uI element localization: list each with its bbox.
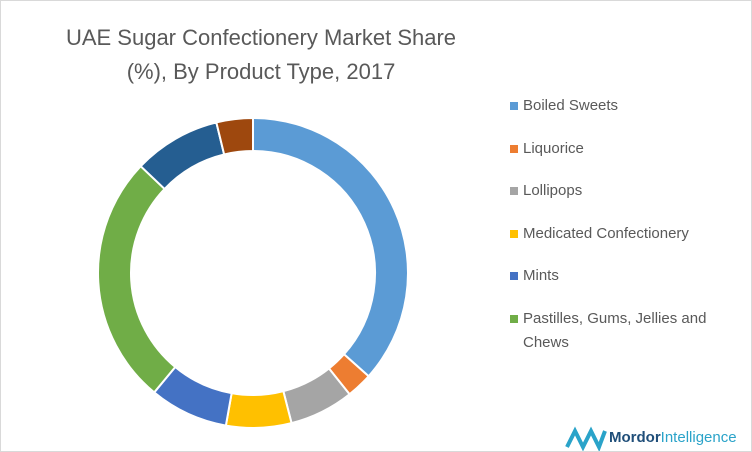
legend-item: Lollipops [510, 179, 733, 203]
legend-swatch [510, 315, 518, 323]
logo-mark [565, 426, 607, 451]
legend-item: Pastilles, Gums, Jellies and Chews [510, 307, 733, 355]
logo-text: Mordor [609, 429, 661, 446]
legend-swatch [510, 230, 518, 238]
donut-slice [215, 116, 254, 156]
legend-label: Liquorice [523, 140, 584, 157]
legend-label: Medicated Confectionery [523, 225, 689, 242]
legend-item: Mints [510, 264, 733, 288]
chart-title: UAE Sugar Confectionery Market Share (%)… [65, 25, 457, 84]
logo-text: Intelligence [660, 429, 737, 446]
legend-item: Boiled Sweets [510, 94, 733, 118]
legend-swatch [510, 102, 518, 110]
legend-swatch [510, 187, 518, 195]
legend-label: Boiled Sweets [523, 97, 619, 114]
legend-label: Mints [523, 267, 559, 284]
legend-swatch [510, 145, 518, 153]
legend-item: Liquorice [510, 137, 733, 161]
logo: MordorIntelligence [609, 429, 737, 446]
legend-label: Lollipops [523, 182, 583, 199]
legend-label: Pastilles, Gums, Jellies and Chews [523, 310, 707, 351]
legend-swatch [510, 272, 518, 280]
legend-item: Medicated Confectionery [510, 222, 733, 246]
